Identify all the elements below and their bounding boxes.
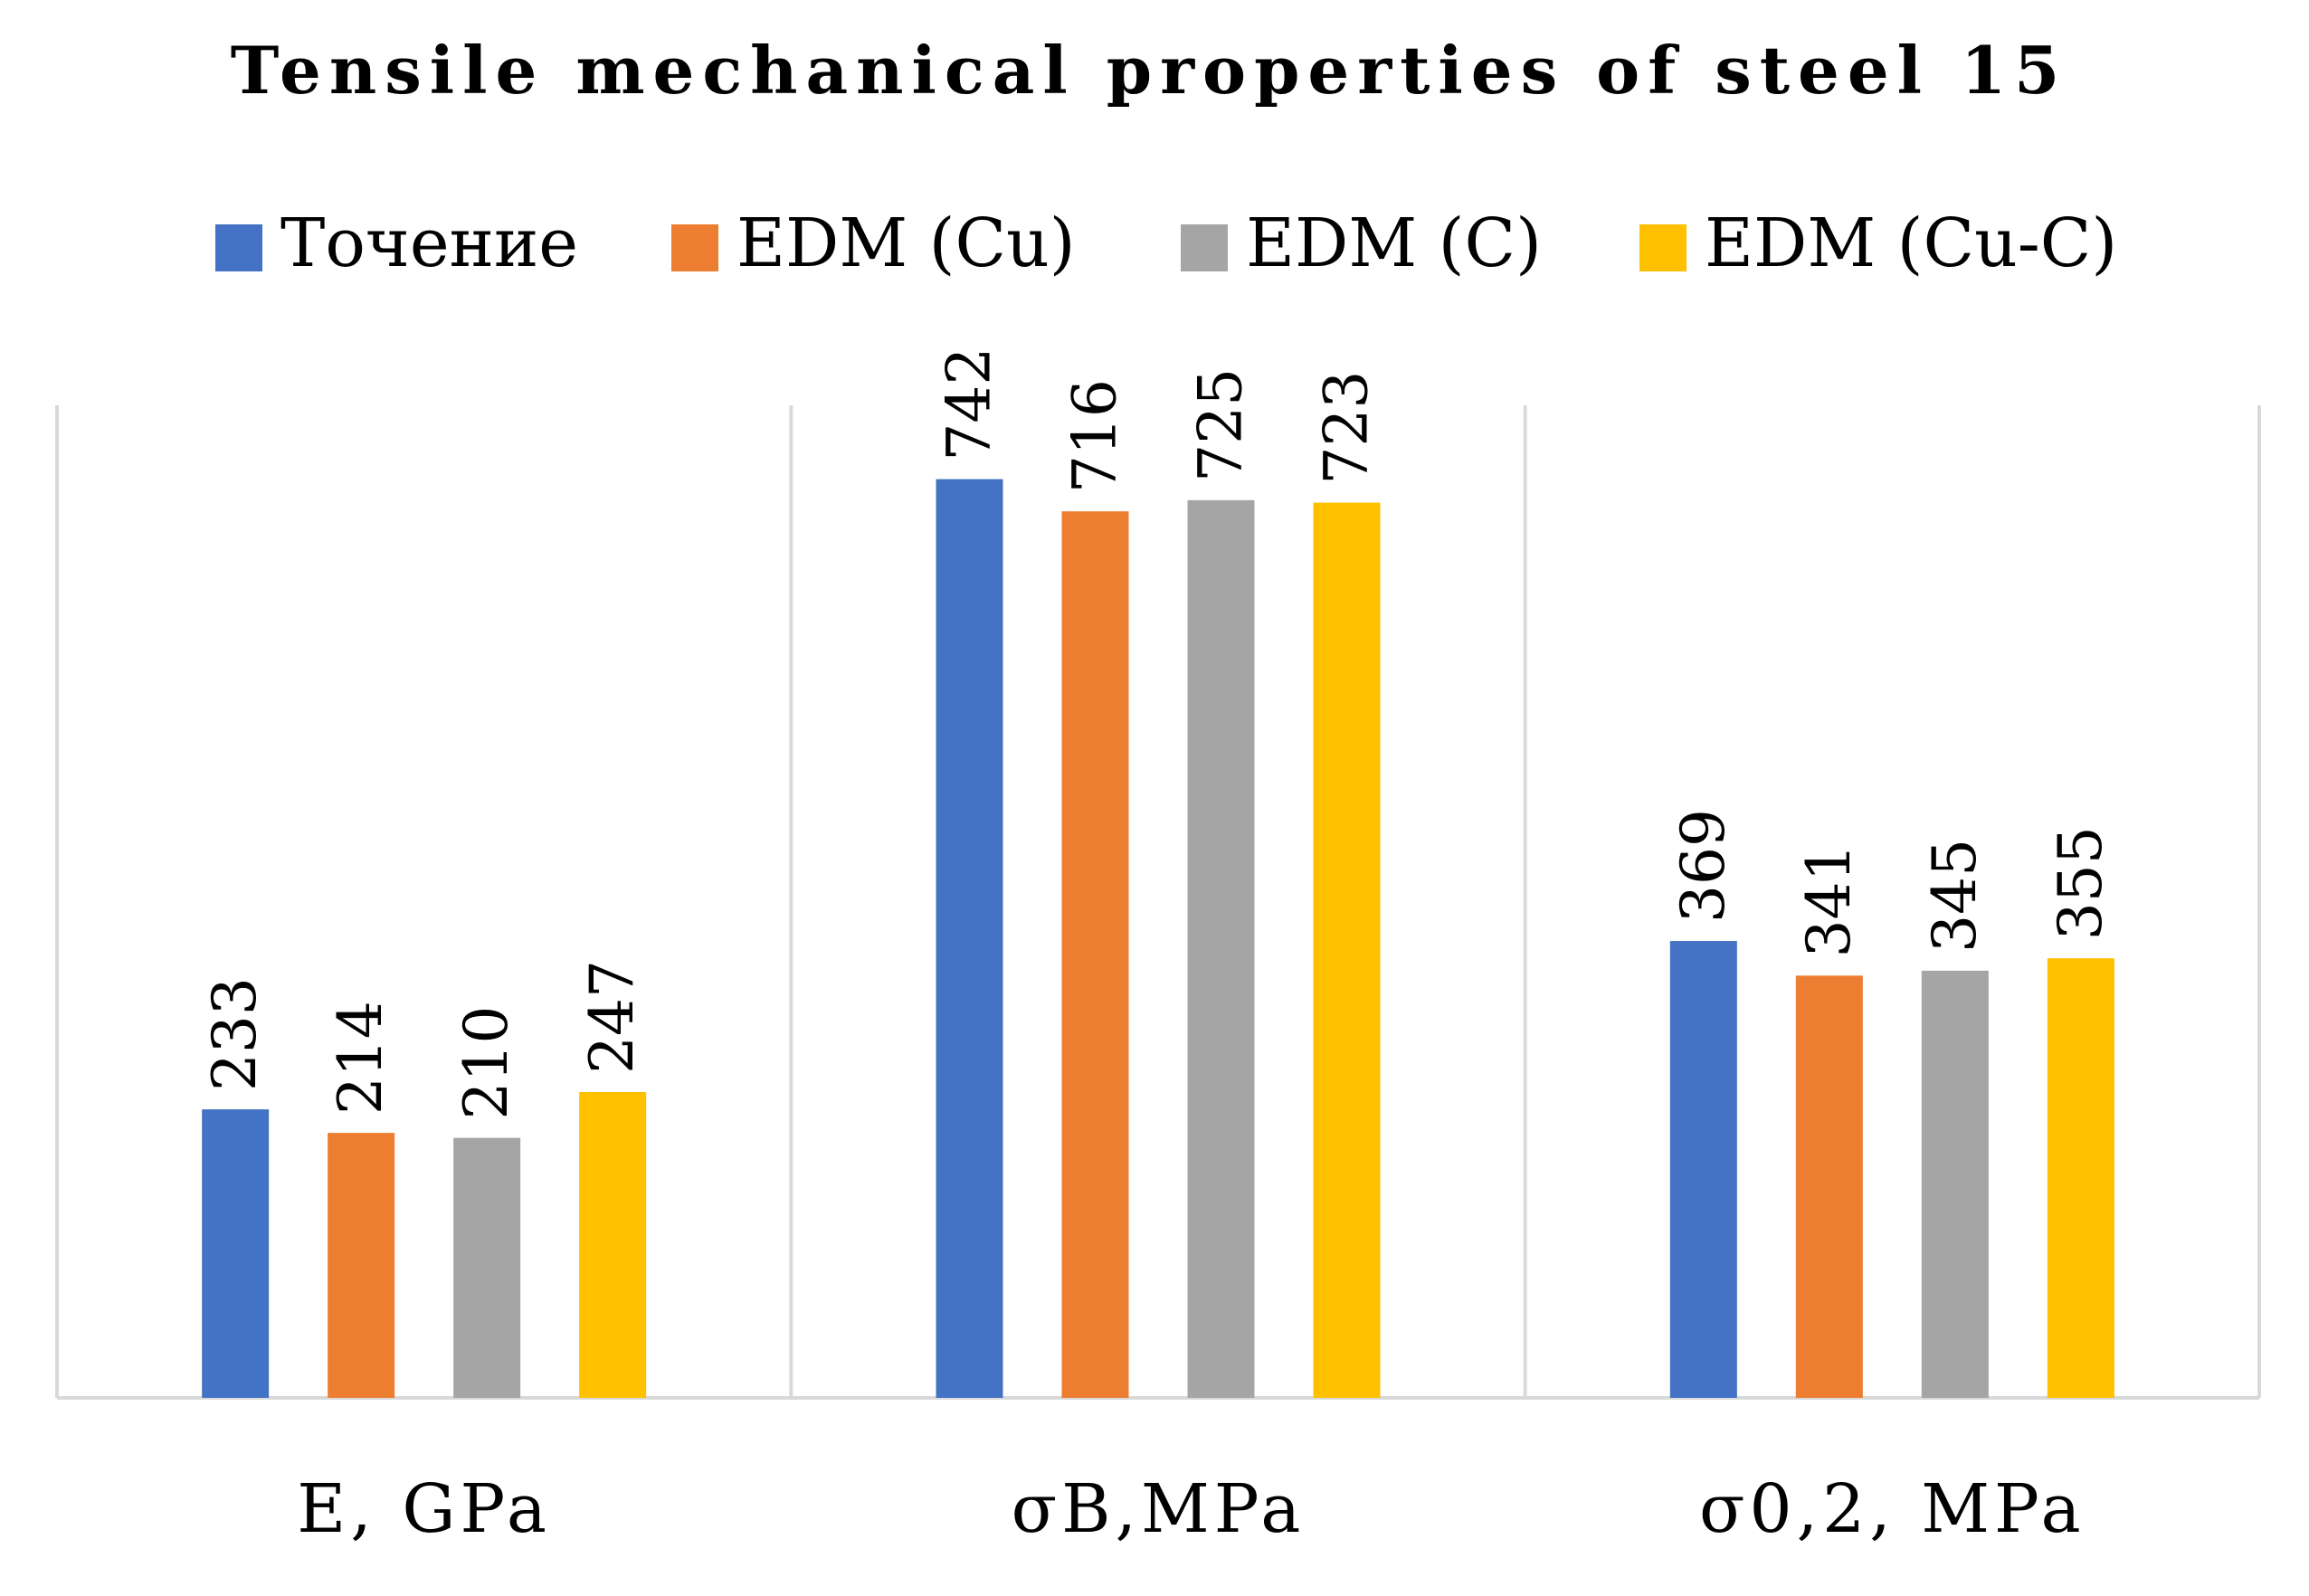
data-labels: 233 214 210 247 742 716 725 723 369 341 345 355 (200, 347, 2115, 1120)
data-label-2-2: 345 (1920, 839, 1990, 953)
data-label-0-3: 247 (577, 960, 647, 1074)
legend-label-3: EDM (Cu-C) (1705, 204, 2117, 282)
category-label-1: σB,MPa (1012, 1470, 1306, 1548)
bar-2-0 (1669, 941, 1737, 1398)
bar-0-2 (453, 1137, 521, 1398)
category-label-0: E, GPa (297, 1470, 551, 1548)
data-label-1-1: 716 (1060, 379, 1130, 493)
legend-swatch-3 (1639, 224, 1687, 271)
data-label-0-0: 233 (200, 977, 270, 1091)
data-label-1-2: 725 (1186, 368, 1256, 482)
category-label-2: σ0,2, MPa (1699, 1470, 2086, 1548)
data-label-1-3: 723 (1312, 371, 1382, 485)
data-label-2-3: 355 (2046, 826, 2115, 940)
bars (202, 479, 2114, 1398)
gridlines (55, 405, 2261, 1400)
data-label-1-0: 742 (935, 347, 1004, 461)
data-label-0-1: 214 (326, 1001, 395, 1115)
bar-2-2 (1921, 970, 1989, 1398)
bar-0-3 (579, 1091, 647, 1398)
chart-title: Tensile mechanical properties of steel 1… (231, 32, 2068, 109)
data-label-0-2: 210 (451, 1006, 521, 1120)
bar-1-1 (1061, 511, 1129, 1398)
legend-label-2: EDM (C) (1246, 204, 1542, 282)
bar-0-1 (328, 1133, 395, 1398)
legend-swatch-2 (1181, 224, 1228, 271)
legend-swatch-0 (215, 224, 262, 271)
data-label-2-1: 341 (1794, 843, 1864, 957)
legend-label-1: EDM (Cu) (736, 204, 1076, 282)
data-label-2-0: 369 (1668, 809, 1738, 923)
bar-1-2 (1187, 499, 1255, 1398)
legend: Точение EDM (Cu) EDM (C) EDM (Cu-C) (215, 204, 2117, 282)
bar-2-3 (2047, 958, 2114, 1398)
bar-1-0 (936, 479, 1003, 1398)
bar-0-0 (202, 1109, 270, 1398)
bar-2-1 (1795, 975, 1863, 1398)
legend-swatch-1 (671, 224, 718, 271)
category-axis: E, GPa σB,MPa σ0,2, MPa (297, 1470, 2086, 1548)
bar-1-3 (1313, 502, 1381, 1398)
legend-label-0: Точение (280, 204, 578, 282)
